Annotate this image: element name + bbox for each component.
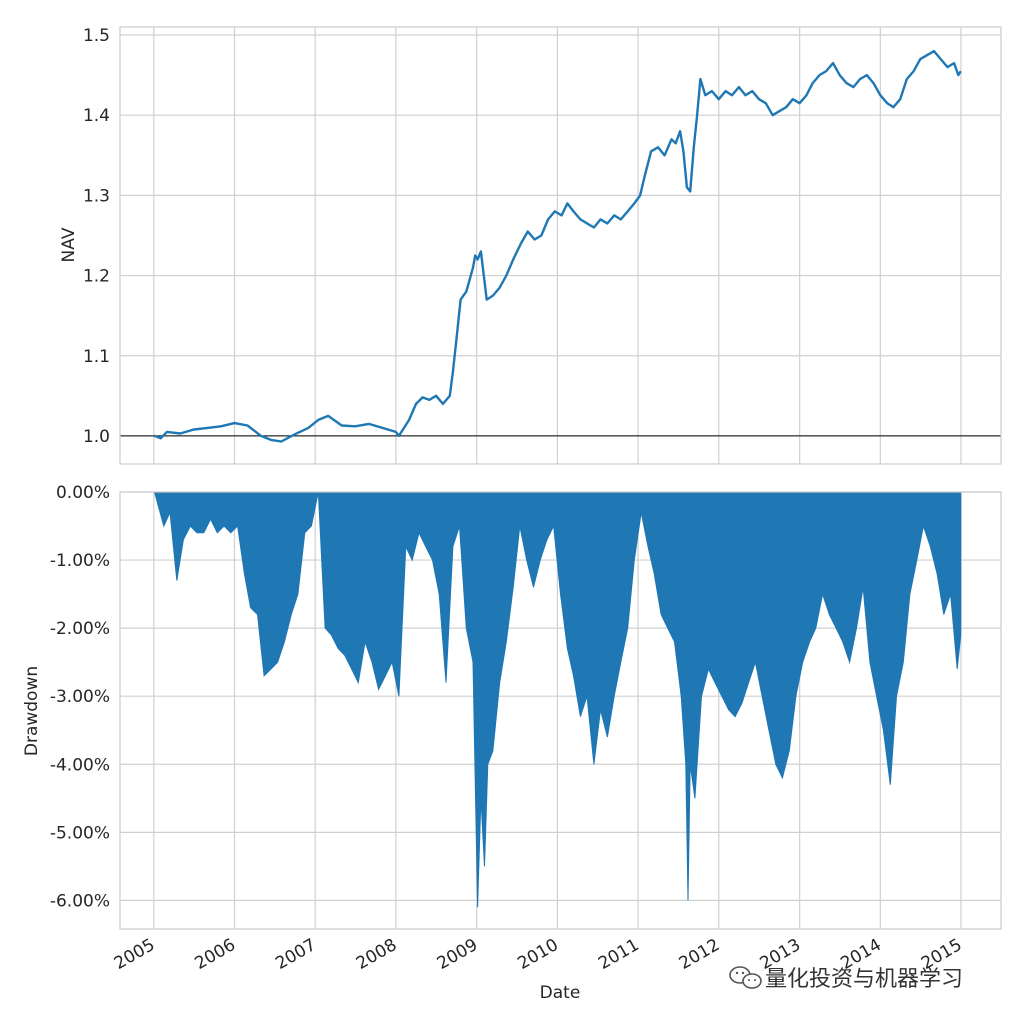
- drawdown-y-tick-label: -6.00%: [50, 891, 110, 911]
- drawdown-y-tick-label: -2.00%: [50, 619, 110, 639]
- date-x-tick-label: 2011: [595, 935, 642, 974]
- nav-y-tick-label: 1.4: [83, 106, 110, 126]
- date-x-tick-label: 2010: [514, 935, 561, 974]
- drawdown-plot-frame: [119, 491, 1002, 930]
- date-x-tick-label: 2007: [272, 935, 319, 974]
- date-x-tick-label: 2009: [434, 935, 481, 974]
- nav-panel: 1.0 1.1 1.2 1.3 1.4 1.5 NAV: [59, 26, 1002, 465]
- x-axis-label: Date: [540, 983, 581, 1003]
- nav-plot-frame: [119, 26, 1002, 465]
- watermark: 量化投资与机器学习: [729, 966, 963, 992]
- nav-y-tick-label: 1.3: [83, 186, 110, 206]
- nav-line: [154, 49, 962, 443]
- drawdown-y-tick-label: 0.00%: [56, 483, 110, 503]
- drawdown-y-axis-label: Drawdown: [22, 666, 42, 756]
- drawdown-y-tick-label: -4.00%: [50, 755, 110, 775]
- nav-y-tick-label: 1.0: [83, 427, 110, 447]
- nav-y-tick-label: 1.5: [83, 26, 110, 46]
- nav-y-tick-label: 1.1: [83, 347, 110, 367]
- nav-gridlines: [120, 27, 1001, 464]
- drawdown-y-ticks: 0.00% -1.00% -2.00% -3.00% -4.00% -5.00% -6.00…: [50, 483, 110, 911]
- drawdown-area: [153, 491, 962, 908]
- nav-y-ticks: 1.0 1.1 1.2 1.3 1.4 1.5: [83, 26, 110, 447]
- date-x-tick-label: 2008: [353, 935, 400, 974]
- nav-y-tick-label: 1.2: [83, 267, 110, 287]
- date-x-tick-label: 2005: [111, 935, 158, 974]
- wechat-logo-icon: [729, 966, 762, 989]
- date-x-tick-label: 2006: [192, 935, 239, 974]
- drawdown-y-tick-label: -1.00%: [50, 551, 110, 571]
- drawdown-y-tick-label: -5.00%: [50, 823, 110, 843]
- nav-y-axis-label: NAV: [59, 227, 79, 262]
- drawdown-y-tick-label: -3.00%: [50, 687, 110, 707]
- watermark-text: 量化投资与机器学习: [765, 967, 963, 992]
- date-x-tick-label: 2012: [676, 935, 723, 974]
- drawdown-panel: 0.00% -1.00% -2.00% -3.00% -4.00% -5.00% -6.00…: [22, 483, 1002, 1003]
